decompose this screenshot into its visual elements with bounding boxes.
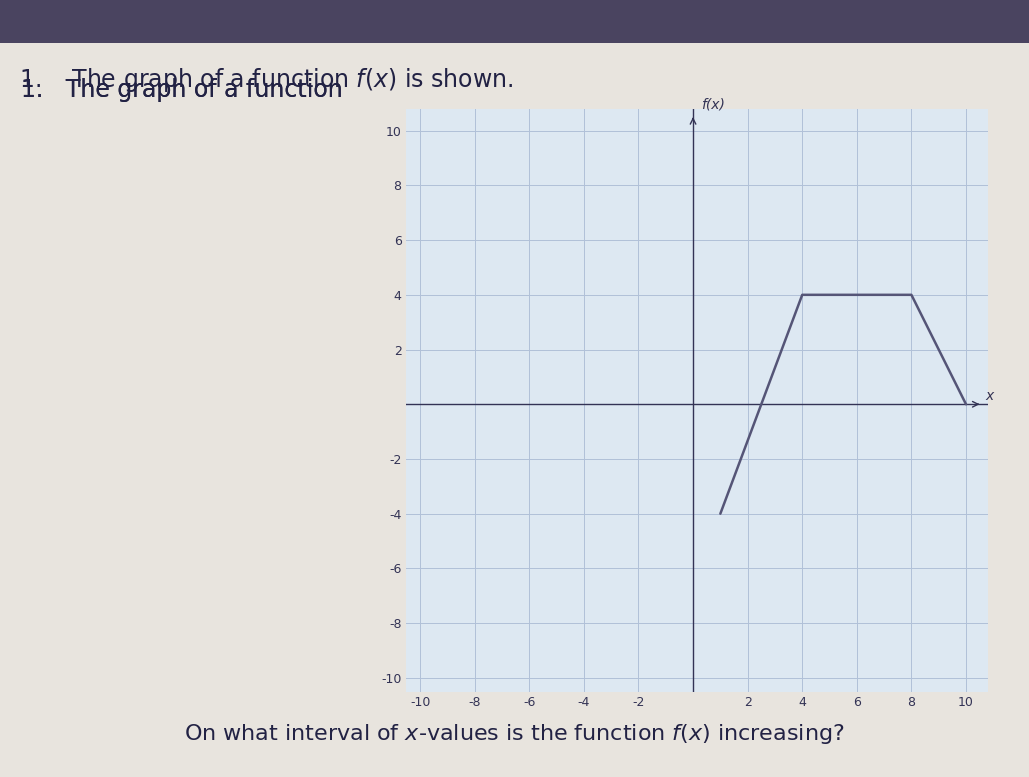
Text: x: x	[985, 389, 993, 403]
Text: 1.   The graph of a function: 1. The graph of a function	[21, 78, 350, 102]
Text: 1.    The graph of a function $f(x)$ is shown.: 1. The graph of a function $f(x)$ is sho…	[19, 66, 513, 94]
Text: On what interval of $x$-values is the function $f(x)$ increasing?: On what interval of $x$-values is the fu…	[184, 722, 845, 746]
Text: 1.   The graph of a function: 1. The graph of a function	[21, 78, 350, 102]
Text: f(x): f(x)	[701, 98, 725, 112]
